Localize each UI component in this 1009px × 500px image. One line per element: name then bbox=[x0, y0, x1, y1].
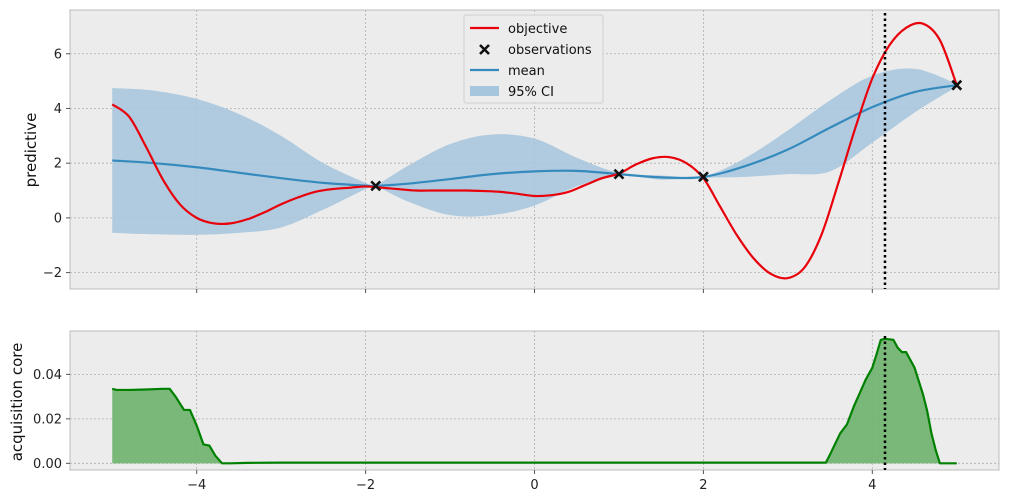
bottom-xtick-label: −2 bbox=[356, 478, 375, 493]
legend-box bbox=[463, 14, 604, 104]
legend: objective observations mean 95% CI bbox=[463, 14, 604, 104]
observation-marker bbox=[370, 180, 382, 192]
bottom-ytick-label: 0.04 bbox=[33, 368, 62, 383]
top-panel-predictive: −2 0 2 4 6 predictive objective observations… bbox=[22, 9, 1000, 293]
observation-markers bbox=[370, 79, 963, 192]
legend-ci-swatch bbox=[470, 86, 499, 96]
bottom-xtick-label: −4 bbox=[187, 478, 206, 493]
mean-line bbox=[112, 84, 957, 188]
observation-marker bbox=[951, 79, 963, 91]
bottom-ytick-label: 0.02 bbox=[33, 412, 62, 427]
top-tick-labels: −2 0 2 4 6 bbox=[43, 47, 873, 293]
ci-band bbox=[112, 68, 957, 235]
bottom-xtick-label: 0 bbox=[530, 478, 538, 493]
acquisition-area-layer bbox=[111, 337, 957, 465]
observation-marker-stroke bbox=[697, 171, 709, 183]
acquisition-fill bbox=[112, 338, 957, 464]
bottom-ytick-label: 0.00 bbox=[33, 457, 62, 472]
top-ytick-label: 4 bbox=[54, 102, 62, 117]
bottom-y-axis-label: acquisition core bbox=[8, 343, 26, 462]
observation-marker-stroke bbox=[370, 180, 382, 192]
top-lines-layer bbox=[111, 21, 958, 280]
top-y-axis-label: predictive bbox=[22, 113, 40, 188]
top-ytick-label: 0 bbox=[54, 211, 62, 226]
legend-ci-label: 95% CI bbox=[508, 85, 554, 100]
observation-marker-stroke bbox=[951, 79, 963, 91]
top-ytick-label: 2 bbox=[54, 157, 62, 172]
observation-marker-stroke bbox=[613, 168, 625, 180]
bottom-xtick-label: 2 bbox=[699, 478, 707, 493]
top-ytick-label: 6 bbox=[54, 47, 62, 62]
legend-objective-label: objective bbox=[508, 22, 567, 37]
observation-marker bbox=[697, 171, 709, 183]
legend-observations-swatch bbox=[479, 44, 490, 55]
objective-line bbox=[111, 21, 958, 280]
top-ytick-label: −2 bbox=[43, 266, 62, 281]
legend-mean-label: mean bbox=[508, 64, 545, 79]
legend-observations-label: observations bbox=[508, 43, 592, 58]
bottom-xtick-label: 4 bbox=[868, 478, 876, 493]
ci-band-layer bbox=[112, 68, 957, 235]
observation-marker bbox=[613, 168, 625, 180]
bottom-tick-labels: 0.00 0.02 0.04 −4 −2 0 2 4 bbox=[33, 368, 876, 493]
bottom-panel-acquisition: 0.00 0.02 0.04 −4 −2 0 2 4 acquisition core bbox=[8, 330, 1000, 493]
acquisition-line bbox=[111, 337, 957, 465]
